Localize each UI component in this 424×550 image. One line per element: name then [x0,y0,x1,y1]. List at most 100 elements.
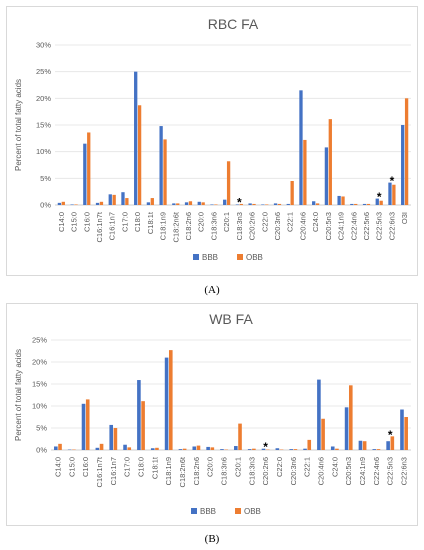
panel-label-a: (A) [204,284,220,296]
y-tick-label: 15% [32,380,47,389]
x-tick-label: C22:6n3 [387,212,396,240]
significance-marker: * [263,440,268,454]
x-tick-label: C24:0 [311,212,320,232]
chart-title: RBC FA [208,16,259,32]
chart-title: WB FA [209,311,253,327]
legend-label-bbb: BBB [200,507,216,516]
x-tick-label: C18:0 [133,212,142,232]
y-tick-label: 5% [40,174,51,183]
bar-obb [127,447,132,450]
bar-obb [61,201,65,205]
bar-bbb [184,202,189,205]
x-tick-label: C22:6n3 [400,457,409,485]
x-tick-label: C24:1n9 [337,212,346,240]
bar-obb [58,443,62,450]
bar-obb [112,194,116,205]
y-tick-label: 25% [32,336,47,345]
bar-bbb [372,449,377,450]
x-tick-label: C15:0 [70,212,79,232]
bar-bbb [134,71,138,206]
bar-obb [214,204,218,205]
x-tick-label: C18:0 [137,457,146,477]
y-tick-label: 10% [36,147,51,156]
bar-bbb [164,357,169,450]
bar-bbb [400,409,404,450]
x-tick-label: C18:2n6 [192,457,201,485]
bar-obb [293,449,298,450]
x-tick-label: O3I [400,212,409,224]
bar-obb [182,448,187,450]
chart-panel-wb: WB FA 0% 5% 10% 15% 20% 25% Percent of total fa… [6,303,418,526]
y-axis-label: Percent of total fatty acids [14,349,23,441]
bar-bbb [83,143,87,205]
bar-obb [210,447,215,450]
bar-obb [379,200,383,205]
x-tick-label: C14:0 [57,212,66,232]
bar-bbb [95,202,100,205]
bar-bbb [146,202,151,205]
bar-obb [188,201,193,205]
bar-obb [307,439,312,450]
x-tick-label: C18:2n6t [178,456,187,487]
bar-bbb [150,448,155,450]
bar-obb [404,98,409,205]
bar-bbb [350,203,354,205]
bar-bbb [303,448,307,450]
legend-swatch-obb [237,254,243,260]
bar-obb [99,443,104,450]
y-tick-label: 30% [36,41,51,50]
bar-obb [265,204,269,205]
bar-obb [341,196,345,205]
bar-bbb [192,446,197,450]
bar-bbb [178,449,183,450]
x-tick-label: C17:0 [123,457,132,477]
bar-bbb [312,201,316,205]
bar-bbb [206,446,210,450]
bar-obb [168,350,173,450]
x-tick-label: C17:0 [120,212,129,232]
bar-obb [113,428,118,450]
bar-bbb [172,203,176,205]
bar-bbb [275,448,280,450]
bar-obb [155,447,159,450]
bar-obb [354,203,358,205]
bar-bbb [220,449,224,450]
bar-obb [277,203,282,205]
x-tick-label: C20:0 [206,457,215,477]
bar-obb [176,203,180,205]
x-tick-label: C24:0 [330,457,339,477]
x-tick-label: C24:1n9 [358,457,367,485]
x-tick-label: C16:1n7t [95,456,104,487]
rbc-fa-chart: RBC FA 0% 5% 10% 15% 20% 25% 30% Percent of tota… [14,16,411,262]
x-tick-label: C16:1n7 [108,212,117,240]
x-tick-label: C18:3n6 [220,457,229,485]
x-tick-label: C18:1t [146,211,155,234]
y-tick-label: 20% [32,358,47,367]
bar-bbb [197,201,201,205]
bar-bbb [344,407,349,450]
significance-marker: * [377,190,382,204]
bar-bbb [317,379,321,450]
bar-bbb [210,204,214,205]
x-tick-label: C18:3n3 [247,457,256,485]
bar-obb [335,448,339,450]
x-tick-label: C22:1 [286,212,295,232]
bar-obb [201,202,205,205]
legend-label-obb: OBB [246,253,263,262]
panel-label-b: (B) [204,533,220,545]
bar-obb [196,445,201,450]
bar-obb [392,184,396,205]
x-tick-label: C22:0 [275,457,284,477]
bar-bbb [273,203,278,205]
bar-bbb [223,199,227,205]
bar-obb [137,105,142,205]
bar-bbb [261,204,265,205]
bar-obb [348,385,353,450]
bar-bbb [261,448,266,450]
x-tick-label: C22:5n6 [362,212,371,240]
x-tick-label: C22:0 [260,212,269,232]
bar-obb [141,401,145,450]
bar-obb [290,181,294,205]
chart-panel-rbc: RBC FA 0% 5% 10% 15% 20% 25% 30% Percent of tota… [6,6,418,276]
bar-obb [390,436,395,450]
